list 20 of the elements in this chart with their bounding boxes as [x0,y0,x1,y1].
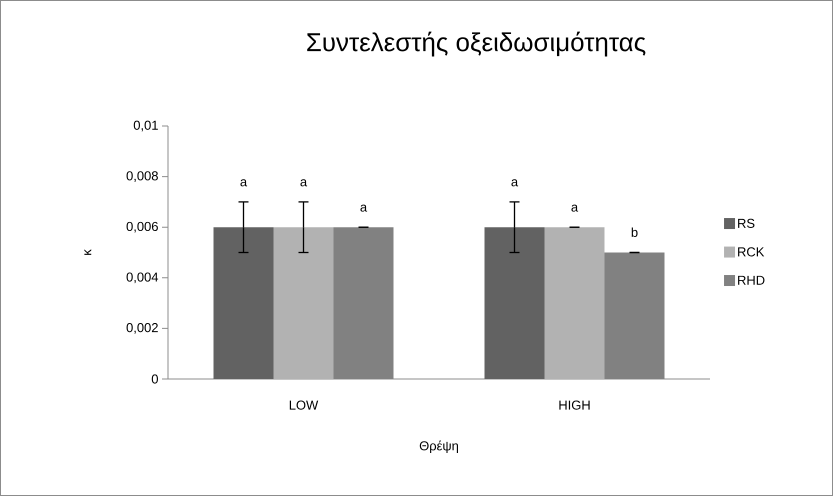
y-axis-title: κ [84,249,92,255]
legend-label: RHD [738,276,764,285]
x-axis-title: Θρέψη [420,440,458,453]
annotation: a [240,179,248,186]
y-tick-label: 0,01 [134,120,158,132]
legend-label: RS [738,218,754,228]
x-tick-label: HIGH [559,400,590,410]
annotation: b [632,227,638,237]
y-tick-label: 0,008 [126,171,158,182]
annotation: a [571,204,578,212]
y-tick-label: 0,002 [126,323,158,334]
annotation: a [300,179,308,186]
y-tick-label: 0 [152,374,158,384]
annotation: a [511,179,518,186]
y-tick-label: 0,004 [126,272,158,284]
legend-label: RCK [738,247,764,256]
chart-title: Συντελεστής οξειδωσιμότητας [307,32,646,56]
annotation: a [360,204,368,212]
y-tick-label: 0,006 [126,222,158,233]
x-tick-label: LOW [290,400,318,410]
